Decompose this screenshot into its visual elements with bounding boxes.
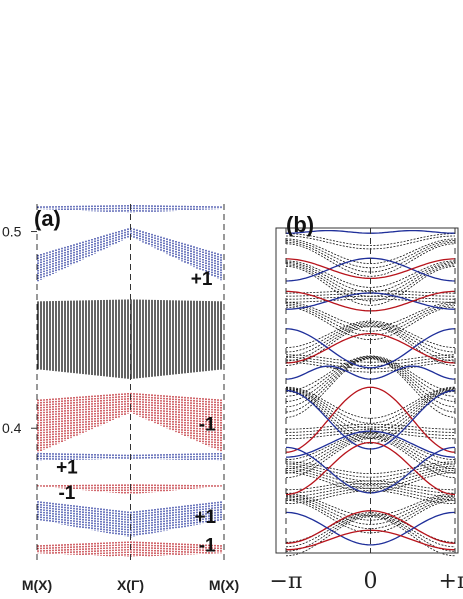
band-3 <box>37 299 222 380</box>
panel-a-annotations: +1 -1 +1 -1 +1 -1 <box>56 269 216 557</box>
panel-a-y-ticks: 0.5 0.4 <box>2 224 37 436</box>
black-band-line <box>285 355 456 392</box>
black-band-line <box>286 493 455 517</box>
black-band-line <box>286 485 455 498</box>
black-band-line <box>285 324 456 362</box>
panel-b-frame <box>275 227 459 554</box>
band-8 <box>37 541 222 558</box>
chern-number-label: -1 <box>199 414 216 435</box>
black-band-line <box>286 301 455 328</box>
band-1 <box>37 204 222 213</box>
black-band-line <box>286 463 455 478</box>
chern-number-label: -1 <box>58 483 75 504</box>
black-band-line <box>286 356 455 366</box>
black-band-line <box>285 243 456 277</box>
x-tick-label: 0 <box>364 569 378 594</box>
panel-a-label: (a) <box>34 206 61 231</box>
x-tick-label: M(X) <box>209 577 239 593</box>
black-band-line <box>285 263 456 297</box>
panel-a-bands <box>37 204 222 558</box>
x-tick-label: X(Γ) <box>117 577 144 593</box>
black-band-line <box>286 429 455 436</box>
chern-number-label: -1 <box>199 535 216 556</box>
black-band-line <box>286 295 455 300</box>
y-tick-label: 0.4 <box>2 420 22 436</box>
blue-band-15 <box>285 511 456 546</box>
panel-a: (a) 0.5 0.4 M(X) X(Γ) M(X) +1 -1 +1 -1 +1 -1 <box>2 204 239 593</box>
black-band-line <box>286 472 455 493</box>
chern-number-label: +1 <box>56 458 78 479</box>
black-band-line <box>285 514 456 552</box>
black-band-line <box>286 500 455 534</box>
black-band-line <box>285 431 456 440</box>
panel-b-axes <box>275 227 459 554</box>
band-7 <box>37 501 222 538</box>
x-tick-label: +π <box>439 569 463 594</box>
band-6 <box>37 484 222 495</box>
panel-a-x-ticks: M(X) X(Γ) M(X) <box>22 577 239 593</box>
black-band-line <box>285 496 456 525</box>
black-band-line <box>285 356 456 397</box>
black-band-line <box>285 435 456 469</box>
black-band-line <box>286 426 455 433</box>
band-2 <box>37 227 222 282</box>
black-band-line <box>286 298 455 303</box>
chern-number-label: +1 <box>191 269 213 290</box>
black-band-line <box>286 354 455 363</box>
panel-b-x-ticks: −π 0 +π <box>270 569 463 594</box>
x-tick-label: −π <box>270 569 303 594</box>
black-band-line <box>285 260 456 288</box>
black-band-line <box>286 467 455 486</box>
black-band-line <box>285 357 456 408</box>
black-band-line <box>286 233 455 246</box>
chern-number-label: +1 <box>194 507 216 528</box>
black-band-line <box>285 512 456 543</box>
y-tick-label: 0.5 <box>2 224 22 240</box>
x-tick-label: M(X) <box>22 577 52 593</box>
blue-band-6 <box>285 328 456 369</box>
band-4 <box>37 392 222 453</box>
black-band-line <box>285 356 456 402</box>
black-band-line <box>285 306 456 341</box>
black-band-line <box>286 290 455 294</box>
black-band-line <box>286 423 455 430</box>
black-band-line <box>285 293 456 297</box>
black-band-line <box>285 436 456 474</box>
black-band-line <box>285 240 456 269</box>
panel-b-label: (b) <box>286 212 314 237</box>
red-band-9 <box>285 386 456 453</box>
panel-b: (b) −π 0 +π <box>270 212 463 594</box>
